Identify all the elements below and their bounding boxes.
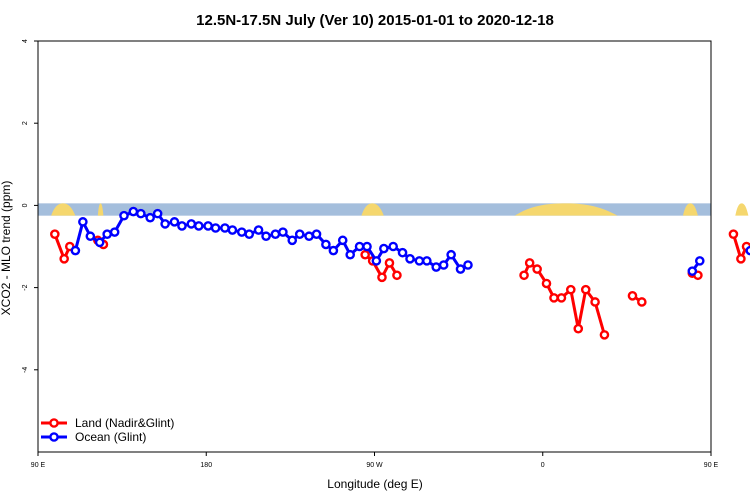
legend: Land (Nadir&Glint) Ocean (Glint) [41, 416, 174, 444]
legend-land-marker [49, 418, 59, 428]
y-axis-label: XCO2 - MLO trend (ppm) [0, 181, 13, 316]
land-series-point [565, 284, 576, 295]
ocean-series-point [294, 229, 305, 239]
ocean-series-point [414, 256, 425, 266]
ocean-series-point [345, 249, 355, 260]
ocean-series-point [85, 231, 96, 242]
land-mask-segment [51, 203, 76, 216]
y-tick-label: -4 [22, 367, 29, 373]
ocean-series-point [321, 239, 331, 250]
land-mask-segment [514, 203, 618, 216]
ocean-series-point [446, 249, 456, 260]
x-tick-label: 90 E [704, 462, 719, 469]
ocean-series-point [270, 229, 281, 239]
ocean-series-point [687, 266, 698, 276]
ocean-series-point [220, 223, 230, 233]
chart-title: 12.5N-17.5N July (Ver 10) 2015-01-01 to … [196, 12, 554, 29]
ocean-series-point [210, 223, 221, 233]
land-series-point [392, 270, 402, 281]
ocean-series-point [70, 245, 81, 256]
x-tick-label: 90 E [31, 462, 46, 469]
land-series-point [627, 291, 638, 301]
land-series-point [532, 264, 542, 274]
ocean-series-point [177, 221, 187, 231]
y-tick-label: 0 [22, 203, 29, 207]
y-tick-label: 4 [22, 39, 29, 43]
ocean-series-point [422, 256, 432, 266]
legend-ocean-label: Ocean (Glint) [75, 430, 146, 444]
ocean-series-point [109, 227, 120, 237]
ocean-series-point [261, 231, 271, 242]
ocean-series-point [694, 256, 705, 266]
ocean-series-point [136, 208, 146, 219]
land-mask-segment [361, 203, 384, 216]
plot-area: 90 E 180 90 W 0 90 E -4 -2 0 2 4 [22, 39, 750, 469]
land-series-point [573, 323, 584, 334]
x-axis-label: Longitude (deg E) [327, 477, 422, 491]
ocean-series-point [455, 264, 466, 274]
ocean-series-point [397, 247, 408, 258]
plot-frame [37, 40, 712, 453]
ocean-series-point [388, 241, 398, 252]
ocean-series-point [354, 241, 365, 252]
ocean-series-point [405, 254, 415, 264]
land-series-point [590, 297, 600, 307]
y-tick-label: 2 [22, 121, 29, 125]
legend-ocean-marker [49, 432, 59, 442]
land-series-point [50, 229, 60, 239]
land-mask-segment [735, 203, 749, 216]
ocean-series-point [311, 229, 322, 239]
legend-land-label: Land (Nadir&Glint) [75, 416, 174, 430]
ocean-series-point [193, 221, 204, 231]
ocean-series-point [463, 260, 473, 270]
ocean-series-point [128, 206, 139, 217]
ocean-series-point [379, 243, 389, 254]
ocean-series-point [78, 217, 88, 227]
ocean-series-point [236, 227, 247, 237]
ocean-series-point [278, 227, 288, 237]
land-series-point [384, 258, 395, 268]
ocean-series-point [438, 260, 449, 270]
ocean-series-point [371, 256, 382, 266]
ocean-series-point [287, 235, 298, 246]
y-tick-label: -2 [22, 284, 29, 290]
ocean-series-point [745, 245, 750, 256]
ocean-series-point [169, 217, 180, 227]
x-tick-label: 0 [541, 462, 545, 469]
ocean-series-point [253, 225, 264, 235]
land-series-point [377, 272, 387, 283]
ocean-series-point [244, 229, 255, 239]
land-series-point [728, 229, 739, 239]
ocean-series-point [102, 229, 112, 239]
ocean-series-point [431, 262, 441, 272]
land-series-point [541, 278, 552, 289]
land-series-point [556, 293, 567, 303]
ocean-series-point [304, 231, 314, 242]
land-series-point [599, 330, 610, 340]
ocean-series-point [186, 219, 197, 229]
land-mask-segment [682, 203, 698, 216]
x-tick-label: 90 W [366, 462, 383, 469]
land-series-point [360, 249, 370, 260]
ocean-series-point [145, 212, 155, 223]
land-series-point [736, 254, 746, 264]
ocean-series-point [227, 225, 238, 235]
ocean-series-point [94, 237, 105, 248]
ocean-series-point [203, 221, 213, 231]
x-tick-label: 180 [200, 462, 212, 469]
land-series-point [637, 297, 647, 307]
ocean-series-point [152, 208, 163, 219]
land-mask-segment [97, 203, 104, 216]
ocean-series-point [160, 219, 170, 229]
ocean-series-point [337, 235, 348, 246]
land-series-point [59, 254, 69, 264]
land-series-point [549, 293, 559, 303]
land-series-point [524, 258, 535, 268]
ocean-series-point [362, 241, 372, 252]
land-series-point [519, 270, 529, 281]
land-series-point [580, 284, 591, 295]
ocean-series-point [328, 245, 339, 256]
ocean-series-point [119, 210, 129, 221]
